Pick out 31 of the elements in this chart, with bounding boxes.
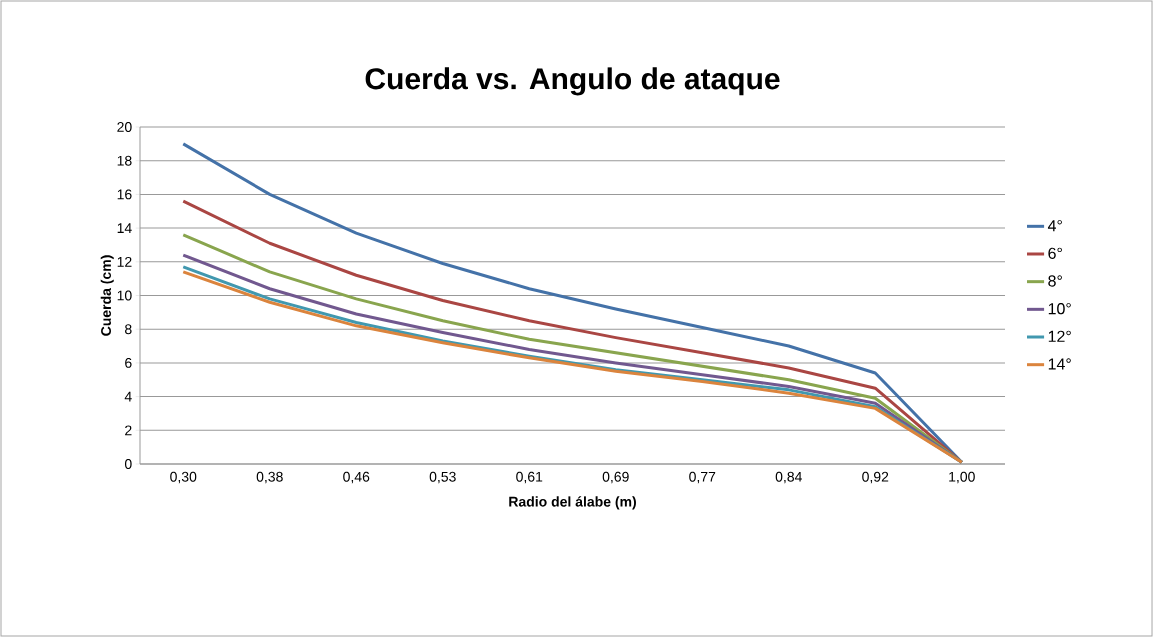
legend-label: 4° bbox=[1047, 219, 1062, 232]
x-tick-label: 0,69 bbox=[602, 471, 629, 484]
y-tick-label: 18 bbox=[117, 155, 132, 166]
y-tick-label: 20 bbox=[117, 122, 132, 132]
y-tick-label: 0 bbox=[124, 459, 132, 469]
x-tick-label: 0,84 bbox=[775, 471, 802, 484]
y-tick-label: 12 bbox=[117, 256, 132, 267]
y-tick-label: 6 bbox=[125, 357, 132, 368]
x-tick-label: 0,77 bbox=[689, 471, 716, 484]
x-axis-title: Radio del álabe (m) bbox=[509, 496, 636, 510]
legend-label: 10° bbox=[1048, 303, 1071, 315]
legend-label: 8° bbox=[1048, 275, 1062, 287]
x-tick-label: 0,38 bbox=[256, 471, 283, 484]
legend-label: 12° bbox=[1048, 330, 1071, 342]
x-tick-label: 1,00 bbox=[949, 471, 975, 484]
line-series bbox=[181, 142, 964, 464]
legend-label: 6° bbox=[1048, 247, 1062, 259]
y-tick-label: 16 bbox=[117, 189, 132, 200]
y-tick-label: 4 bbox=[124, 391, 132, 402]
legend-label: 14° bbox=[1048, 358, 1071, 370]
y-tick-label: 8 bbox=[125, 324, 132, 335]
chart-title: Cuerda vs. Angulo de ataque bbox=[365, 67, 780, 96]
y-tick-label: 10 bbox=[117, 290, 132, 301]
y-tick-label: 2 bbox=[125, 425, 132, 436]
x-tick-label: 0,61 bbox=[516, 471, 543, 484]
x-tick-label: 0,46 bbox=[343, 471, 370, 484]
x-tick-label: 0,53 bbox=[429, 471, 456, 484]
x-tick-label: 0,30 bbox=[170, 471, 197, 484]
y-tick-label: 14 bbox=[117, 223, 132, 233]
x-tick-label: 0,92 bbox=[862, 471, 889, 484]
y-axis-title: Cuerda (cm) bbox=[100, 255, 114, 336]
